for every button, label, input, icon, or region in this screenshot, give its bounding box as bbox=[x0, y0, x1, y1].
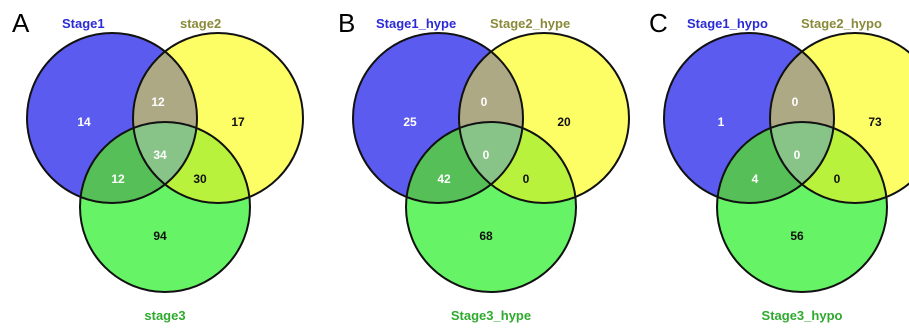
venn-panel-a: A Stage1 stage2 stage3 14 17 94 12 12 30 34 bbox=[12, 8, 304, 323]
set2-outline bbox=[132, 32, 304, 204]
venn-panel-c: C Stage1_hypo Stage2_hypo Stage3_hypo 1 73 56 0… bbox=[649, 8, 909, 323]
set3-label: Stage3_hype bbox=[451, 308, 531, 323]
count-s23: 0 bbox=[834, 172, 841, 186]
count-only3: 56 bbox=[790, 229, 804, 243]
count-only1: 14 bbox=[77, 115, 91, 129]
count-s23: 0 bbox=[523, 172, 530, 186]
overlap-1-3 bbox=[717, 122, 834, 203]
count-s13: 12 bbox=[111, 172, 125, 186]
set1-label: Stage1_hype bbox=[376, 16, 456, 31]
set3-outline bbox=[405, 121, 577, 293]
overlap-1-3 bbox=[80, 122, 197, 203]
venn-panel-b: B Stage1_hype Stage2_hype Stage3_hype 25 20 68… bbox=[338, 8, 630, 323]
set1-outline bbox=[352, 32, 524, 204]
count-all: 0 bbox=[794, 148, 801, 162]
panel-letter: B bbox=[338, 8, 355, 38]
set1-outline bbox=[663, 32, 835, 204]
count-only1: 25 bbox=[403, 115, 417, 129]
set3-outline bbox=[79, 121, 251, 293]
count-only3: 68 bbox=[479, 229, 493, 243]
set2-label: Stage2_hype bbox=[490, 16, 570, 31]
count-s13: 4 bbox=[752, 172, 759, 186]
set3-label: Stage3_hypo bbox=[762, 308, 843, 323]
overlap-2-3 bbox=[459, 122, 576, 203]
count-only2: 73 bbox=[868, 115, 882, 129]
count-only1: 1 bbox=[718, 115, 725, 129]
count-only2: 17 bbox=[231, 115, 245, 129]
set2-outline bbox=[458, 32, 630, 204]
count-all: 0 bbox=[483, 148, 490, 162]
count-all: 34 bbox=[153, 148, 167, 162]
set2-outline bbox=[769, 32, 909, 204]
panel-letter: C bbox=[649, 8, 668, 38]
count-s13: 42 bbox=[437, 172, 451, 186]
set2-label: Stage2_hypo bbox=[801, 16, 882, 31]
overlap-2-3 bbox=[133, 122, 250, 203]
overlap-2-3 bbox=[770, 122, 887, 203]
set1-label: Stage1 bbox=[62, 16, 105, 31]
count-s12: 0 bbox=[481, 95, 488, 109]
set1-outline bbox=[26, 32, 198, 204]
set3-label: stage3 bbox=[144, 308, 185, 323]
count-s23: 30 bbox=[193, 172, 207, 186]
count-s12: 0 bbox=[792, 95, 799, 109]
set2-label: stage2 bbox=[180, 16, 221, 31]
count-only3: 94 bbox=[153, 229, 167, 243]
count-s12: 12 bbox=[151, 95, 165, 109]
count-only2: 20 bbox=[557, 115, 571, 129]
set3-outline bbox=[716, 121, 888, 293]
overlap-1-3 bbox=[406, 122, 523, 203]
set1-label: Stage1_hypo bbox=[687, 16, 768, 31]
panel-letter: A bbox=[12, 8, 30, 38]
